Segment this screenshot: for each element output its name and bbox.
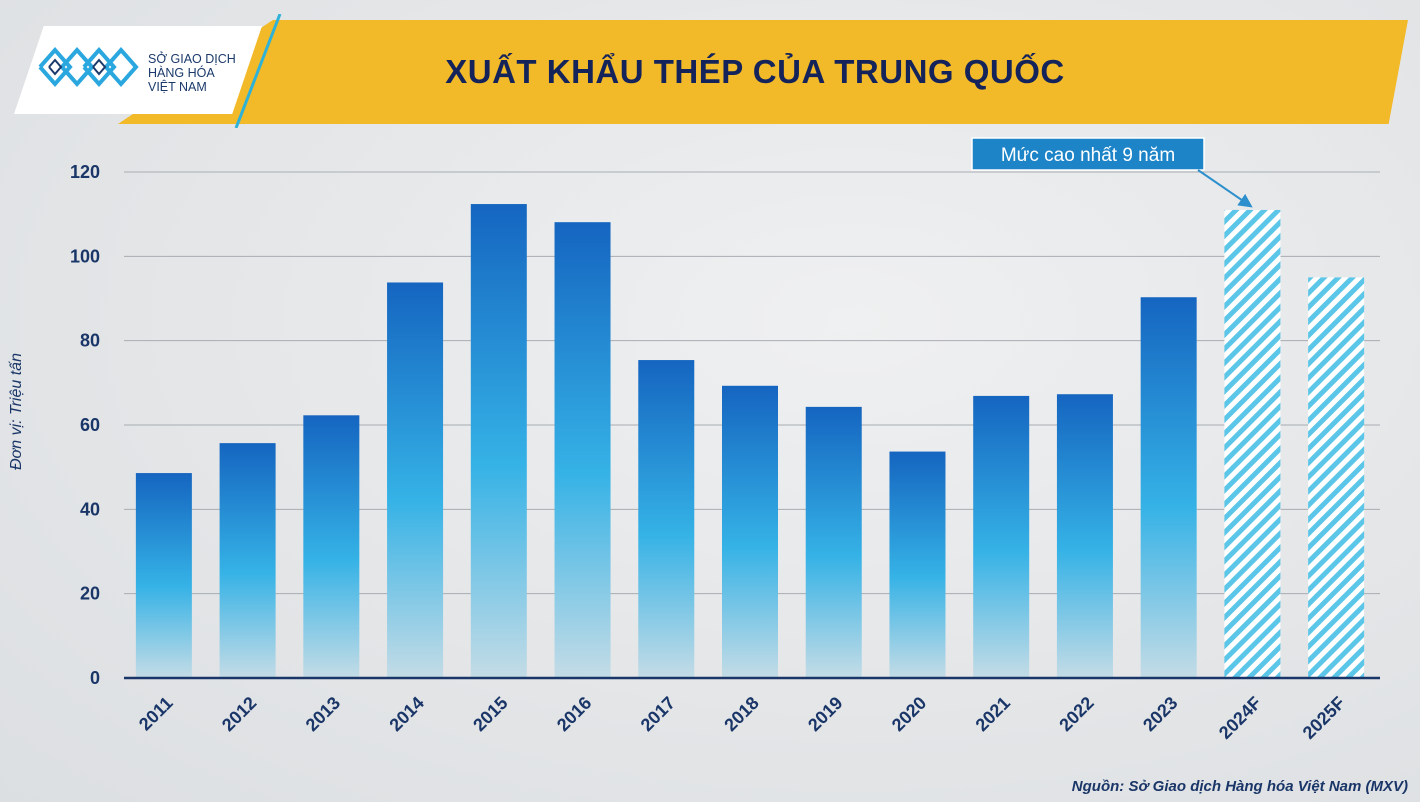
forecast-bar-2024F bbox=[1224, 209, 1281, 678]
annotation-text: Mức cao nhất 9 năm bbox=[1001, 145, 1175, 166]
title-band bbox=[118, 20, 1408, 124]
x-tick-label: 2021 bbox=[972, 693, 1014, 735]
logo-text: SỞ GIAO DỊCH HÀNG HÓA VIỆT NAM bbox=[148, 52, 258, 94]
y-tick-label: 100 bbox=[70, 246, 100, 266]
annotation-box bbox=[971, 137, 1205, 171]
chart-title: XUẤT KHẨU THÉP CỦA TRUNG QUỐC bbox=[445, 53, 1065, 90]
y-tick-label: 0 bbox=[90, 668, 100, 688]
x-tick-label: 2016 bbox=[553, 693, 595, 735]
x-tick-label: 2015 bbox=[469, 693, 511, 735]
bar-2015 bbox=[470, 204, 527, 678]
logo-accent-stripe bbox=[228, 14, 282, 128]
bar-2012 bbox=[219, 443, 276, 678]
logo-line-3: VIỆT NAM bbox=[148, 80, 207, 94]
x-tick-label: 2012 bbox=[218, 693, 260, 735]
x-tick-label: 2018 bbox=[720, 693, 762, 735]
y-tick-label: 80 bbox=[80, 331, 100, 351]
bar-2020 bbox=[889, 451, 946, 678]
x-tick-label: 2023 bbox=[1139, 693, 1181, 735]
bar-2016 bbox=[554, 222, 611, 678]
y-axis-ticks: 0 20 40 60 80 100 120 bbox=[70, 162, 100, 688]
x-tick-label: 2019 bbox=[804, 693, 846, 735]
bar-2017 bbox=[638, 360, 695, 678]
mxv-logo-icon bbox=[38, 46, 142, 93]
x-tick-label: 2017 bbox=[637, 693, 679, 735]
x-tick-label: 2013 bbox=[302, 693, 344, 735]
logo-card bbox=[14, 26, 262, 114]
source-note: Nguồn: Sở Giao dịch Hàng hóa Việt Nam (M… bbox=[1071, 778, 1408, 795]
forecast-bar-2025F bbox=[1308, 277, 1365, 678]
x-tick-label: 2024F bbox=[1215, 693, 1265, 743]
x-tick-label: 2011 bbox=[135, 693, 177, 735]
bar-2021 bbox=[973, 395, 1030, 678]
bar-2022 bbox=[1056, 394, 1113, 678]
y-axis-label: Đơn vị: Triệu tấn bbox=[8, 353, 25, 470]
bars bbox=[135, 204, 1365, 678]
logo-line-1: SỞ GIAO DỊCH bbox=[148, 52, 236, 66]
y-tick-label: 20 bbox=[80, 584, 100, 604]
annotation-arrow bbox=[1197, 169, 1253, 208]
bar-2023 bbox=[1140, 297, 1197, 678]
y-tick-label: 40 bbox=[80, 499, 100, 519]
x-tick-label: 2022 bbox=[1055, 693, 1097, 735]
annotation: Mức cao nhất 9 năm bbox=[971, 137, 1253, 208]
x-tick-label: 2014 bbox=[385, 693, 427, 735]
bar-2018 bbox=[722, 385, 778, 678]
x-tick-label: 2025F bbox=[1299, 693, 1349, 743]
bar-2011 bbox=[135, 473, 192, 678]
bar-2019 bbox=[805, 406, 862, 678]
bar-2013 bbox=[303, 415, 360, 678]
x-tick-label: 2020 bbox=[888, 693, 930, 735]
y-tick-label: 60 bbox=[80, 415, 100, 435]
bar-2014 bbox=[387, 282, 444, 678]
y-tick-label: 120 bbox=[70, 162, 100, 182]
logo-line-2: HÀNG HÓA bbox=[148, 66, 215, 80]
x-axis-ticks: 2011 2012 2013 2014 2015 2016 2017 2018 2019 2020… bbox=[135, 693, 1349, 743]
